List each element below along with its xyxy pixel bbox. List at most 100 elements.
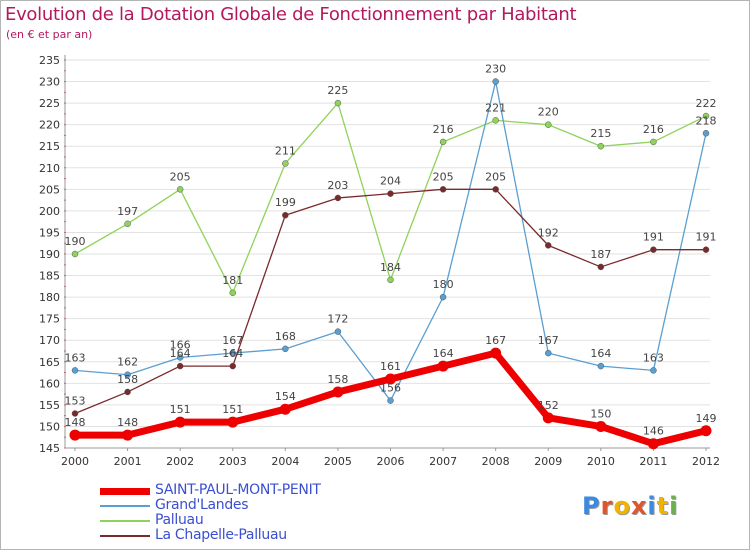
- data-point: [282, 345, 289, 353]
- logo-letter: i: [647, 492, 657, 520]
- data-label: 149: [696, 412, 717, 425]
- data-label: 151: [170, 403, 191, 416]
- data-label: 205: [485, 170, 506, 183]
- data-label: 215: [590, 127, 611, 140]
- data-label: 180: [433, 278, 454, 291]
- legend-label: Grand'Landes: [155, 497, 249, 513]
- data-point: [439, 293, 447, 301]
- data-point: [545, 349, 552, 357]
- y-tick-label: 150: [39, 420, 60, 433]
- y-tick-label: 185: [39, 270, 60, 283]
- data-point: [124, 388, 131, 396]
- y-tick-label: 160: [39, 377, 60, 390]
- data-label: 216: [643, 123, 664, 136]
- data-point: [650, 246, 657, 253]
- data-point: [229, 349, 236, 357]
- data-label: 168: [275, 330, 296, 343]
- y-tick-label: 200: [39, 205, 60, 218]
- data-label: 164: [590, 347, 611, 360]
- data-point: [176, 354, 184, 361]
- data-label: 181: [222, 274, 243, 287]
- data-label: 204: [380, 175, 401, 188]
- data-point: [700, 425, 712, 437]
- data-label: 151: [222, 403, 243, 416]
- data-point: [650, 138, 657, 146]
- data-point: [439, 186, 447, 193]
- data-label: 211: [275, 144, 296, 157]
- x-tick-label: 2006: [377, 455, 405, 468]
- data-label: 225: [327, 84, 348, 97]
- data-label: 166: [170, 338, 191, 351]
- y-tick-label: 230: [39, 76, 60, 89]
- data-label: 220: [538, 106, 559, 119]
- data-label: 167: [538, 334, 559, 347]
- legend-swatch: [100, 505, 150, 507]
- data-label: 191: [696, 231, 717, 244]
- data-point: [492, 117, 499, 124]
- data-point: [545, 121, 552, 128]
- x-tick-label: 2000: [61, 455, 89, 468]
- data-label: 164: [170, 347, 191, 360]
- data-point: [597, 263, 605, 271]
- data-point: [387, 397, 394, 404]
- data-point: [597, 362, 605, 370]
- y-tick-label: 165: [39, 356, 60, 369]
- y-tick-label: 225: [39, 97, 60, 110]
- data-point: [647, 438, 659, 450]
- data-point: [124, 220, 131, 228]
- data-point: [387, 276, 394, 284]
- data-label: 161: [380, 360, 401, 373]
- data-label: 167: [485, 334, 506, 347]
- data-label: 148: [65, 416, 86, 429]
- legend-label: SAINT-PAUL-MONT-PENIT: [155, 482, 321, 498]
- data-point: [176, 362, 184, 370]
- data-label: 222: [696, 97, 717, 110]
- data-label: 153: [65, 395, 86, 408]
- legend-swatch: [100, 488, 150, 495]
- data-point: [69, 429, 81, 441]
- data-label: 154: [275, 390, 296, 403]
- data-labels: 190 197 205 181 211 225 184 216 221 220 215 216 222 1…: [65, 63, 717, 438]
- data-label: 156: [380, 382, 401, 395]
- data-label: 197: [117, 205, 138, 218]
- data-label: 150: [590, 407, 611, 420]
- y-tick-label: 170: [39, 334, 60, 347]
- data-point: [71, 367, 79, 374]
- y-tick-label: 215: [39, 140, 60, 153]
- data-point: [702, 112, 710, 120]
- data-point: [650, 367, 657, 374]
- y-tick-label: 155: [39, 399, 60, 412]
- data-point: [229, 289, 236, 297]
- data-label: 216: [433, 123, 454, 136]
- legend-swatch: [100, 535, 150, 537]
- data-point: [490, 347, 502, 359]
- logo-letter: i: [669, 492, 679, 520]
- logo-letter: x: [630, 492, 648, 520]
- x-tick-label: 2011: [639, 455, 667, 468]
- data-label: 164: [433, 347, 454, 360]
- data-label: 190: [65, 235, 86, 248]
- data-label: 199: [275, 196, 296, 209]
- data-point: [122, 429, 134, 441]
- x-tick-label: 2004: [271, 455, 299, 468]
- data-point: [282, 211, 289, 219]
- data-label: 172: [327, 313, 348, 326]
- data-point: [279, 403, 291, 415]
- x-tick-label: 2007: [429, 455, 457, 468]
- y-tick-label: 220: [39, 119, 60, 132]
- data-label: 158: [327, 373, 348, 386]
- data-label: 218: [696, 114, 717, 127]
- legend-label: La Chapelle-Palluau: [155, 527, 287, 543]
- data-point: [71, 410, 79, 417]
- axes: 145 150 155 160 165 170 175 180 185 190 195 200 205 2…: [39, 54, 720, 468]
- y-tick-label: 175: [39, 313, 60, 326]
- data-label: 230: [485, 63, 506, 76]
- data-point: [334, 194, 342, 202]
- data-point: [702, 130, 710, 137]
- legend-swatch: [100, 520, 150, 522]
- data-label: 163: [643, 351, 664, 364]
- data-label: 192: [538, 226, 559, 239]
- data-label: 148: [117, 416, 138, 429]
- y-tick-label: 145: [39, 442, 60, 455]
